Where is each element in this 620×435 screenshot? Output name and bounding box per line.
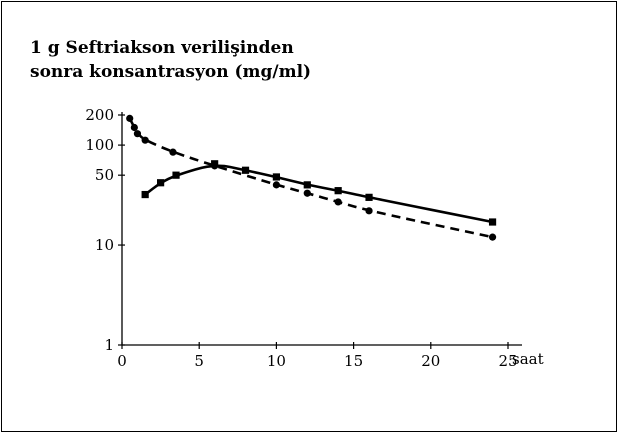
y-tick-label: 1 bbox=[104, 336, 114, 354]
series-1-point bbox=[334, 198, 342, 206]
x-tick-label: 25 bbox=[498, 352, 517, 370]
y-tick-label: 50 bbox=[95, 166, 114, 184]
tick-labels: 200 100 50 10 10 5 10 15 20 25 bbox=[85, 106, 517, 370]
series-2-point bbox=[334, 187, 342, 195]
x-tick-label: 5 bbox=[194, 352, 204, 370]
series-1-point bbox=[303, 189, 311, 197]
chart-title-line-2: sonra konsantrasyon (mg/ml) bbox=[30, 62, 312, 82]
x-axis-label: saat bbox=[512, 350, 544, 368]
series-2-point bbox=[157, 179, 165, 187]
series-1-point bbox=[126, 114, 134, 122]
y-tick-label: 100 bbox=[85, 136, 114, 154]
series-markers bbox=[126, 114, 497, 241]
chart-title-line-1: 1 g Seftriakson verilişinden bbox=[30, 38, 294, 58]
x-tick-label: 15 bbox=[344, 352, 363, 370]
x-tick-label: 20 bbox=[421, 352, 440, 370]
series-1-point bbox=[365, 207, 373, 215]
x-tick-label: 0 bbox=[117, 352, 127, 370]
series-2-point bbox=[365, 193, 373, 201]
series-1-point bbox=[133, 130, 142, 138]
series-1-point bbox=[130, 123, 138, 132]
series-2-point bbox=[211, 160, 219, 168]
series-2-point bbox=[488, 218, 497, 226]
series-1-point bbox=[272, 181, 280, 189]
series-2-point bbox=[272, 173, 280, 181]
series-1-point bbox=[488, 233, 497, 241]
series-2-point bbox=[172, 171, 180, 179]
series-2-point bbox=[141, 190, 149, 199]
series-2-point bbox=[303, 181, 311, 189]
series-2-line bbox=[144, 164, 493, 224]
series-lines bbox=[128, 117, 493, 239]
axes bbox=[118, 112, 522, 349]
series-1-point bbox=[169, 148, 177, 156]
series-1-line bbox=[128, 117, 493, 239]
y-tick-label: 10 bbox=[95, 236, 114, 254]
x-tick-label: 10 bbox=[267, 352, 286, 370]
series-2-point bbox=[241, 166, 250, 174]
series-1-point bbox=[141, 136, 149, 144]
chart-title: 1 g Seftriakson verilişinden sonra konsa… bbox=[30, 36, 311, 84]
y-tick-label: 200 bbox=[85, 106, 114, 124]
